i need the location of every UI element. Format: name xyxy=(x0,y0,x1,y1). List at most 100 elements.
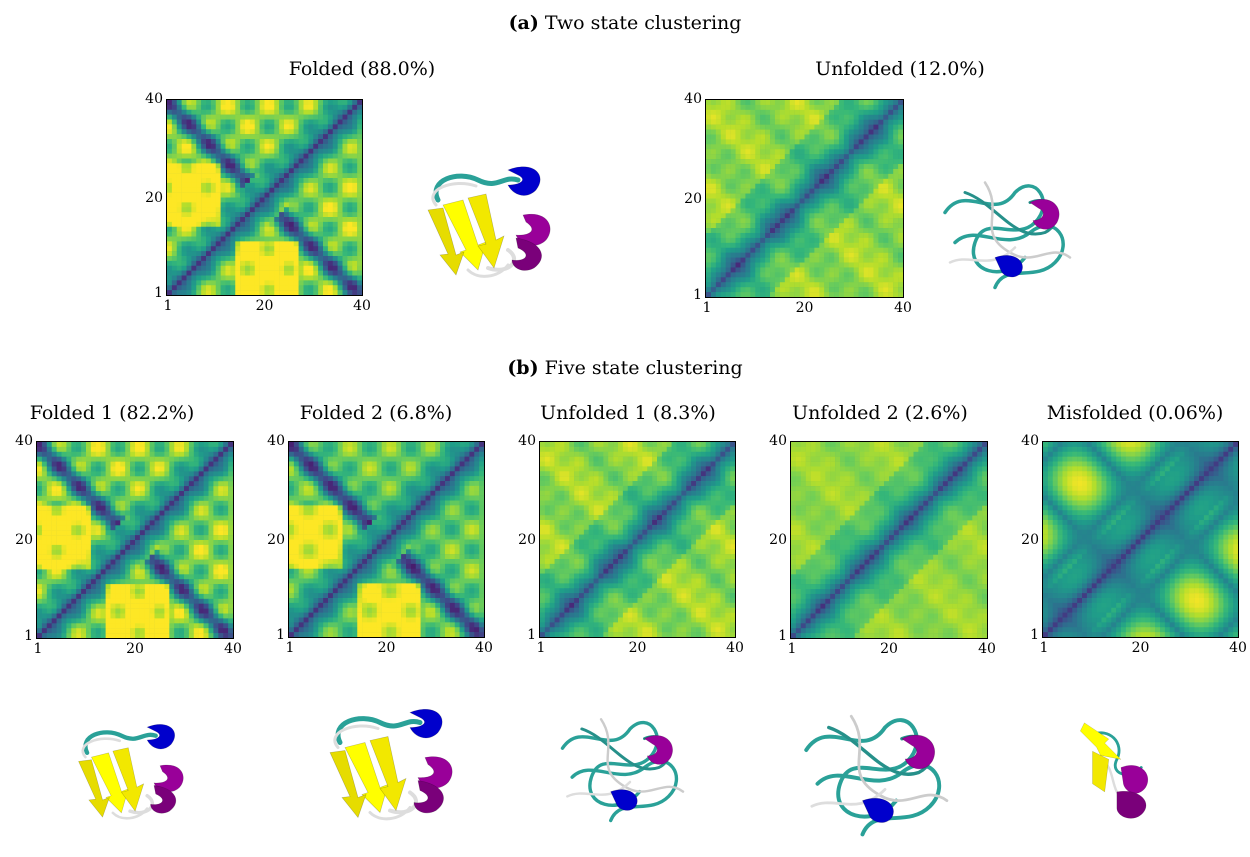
heatmap-cell xyxy=(298,143,304,149)
heatmap-cell xyxy=(293,207,299,213)
heatmap-cell xyxy=(284,251,290,257)
heatmap-cell xyxy=(337,270,343,276)
heatmap-cell xyxy=(809,252,815,258)
heatmap-cell xyxy=(223,476,229,482)
heatmap-cell xyxy=(303,148,309,154)
heatmap-cell xyxy=(240,265,246,271)
heatmap-cell xyxy=(789,247,795,253)
heatmap-cell xyxy=(720,218,726,224)
heatmap-cell xyxy=(401,446,407,452)
heatmap-cell xyxy=(125,461,131,467)
heatmap-cell xyxy=(51,461,57,467)
heatmap-cell xyxy=(139,540,146,546)
heatmap-cell xyxy=(46,569,52,575)
heatmap-cell xyxy=(789,124,795,130)
heatmap-cell xyxy=(735,139,741,145)
heatmap-cell xyxy=(196,163,202,169)
heatmap-cell xyxy=(352,202,358,208)
heatmap-cell xyxy=(883,228,889,234)
heatmap-cell xyxy=(308,104,314,110)
heatmap-cell xyxy=(750,237,756,244)
heatmap-cell xyxy=(342,158,348,164)
heatmap-cell xyxy=(86,530,92,536)
heatmap-cell xyxy=(186,251,192,257)
heatmap-cell xyxy=(210,202,216,208)
heatmap-cell xyxy=(181,114,187,120)
heatmap-cell xyxy=(115,559,121,565)
heatmap-cell xyxy=(188,535,195,541)
heatmap-cell xyxy=(720,159,726,165)
heatmap-cell xyxy=(784,183,790,189)
heatmap-cell xyxy=(706,203,712,209)
heatmap-cell xyxy=(176,153,182,159)
heatmap-cell xyxy=(90,603,97,609)
heatmap-cell xyxy=(779,114,786,120)
heatmap-cell xyxy=(66,618,72,624)
heatmap-cell xyxy=(228,613,233,619)
heatmap-cell xyxy=(95,525,101,531)
heatmap-cell xyxy=(843,213,850,219)
heatmap-cell xyxy=(410,442,416,448)
heatmap-cell xyxy=(883,144,889,150)
heatmap-cell xyxy=(154,442,160,448)
heatmap-cell xyxy=(81,461,87,467)
heatmap-cell xyxy=(213,456,219,462)
heatmap-cell xyxy=(149,466,155,472)
heatmap-cell xyxy=(264,119,270,125)
heatmap-cell xyxy=(154,466,160,472)
heatmap-cell xyxy=(318,442,324,448)
heatmap-cell xyxy=(715,188,722,194)
heatmap-cell xyxy=(323,143,329,149)
heatmap-cell xyxy=(245,226,251,232)
heatmap-cell xyxy=(176,100,182,106)
heatmap-cell xyxy=(770,228,776,234)
heatmap-cell xyxy=(765,208,771,214)
heatmap-cell xyxy=(774,104,781,111)
heatmap-cell xyxy=(264,236,270,242)
heatmap-cell xyxy=(144,598,150,604)
heatmap-cell xyxy=(357,114,362,120)
heatmap-cell xyxy=(430,442,436,448)
heatmap-cell xyxy=(154,456,160,462)
heatmap-cell xyxy=(848,203,854,209)
heatmap-cell xyxy=(770,100,776,106)
heatmap-cell xyxy=(838,104,845,111)
heatmap-cell xyxy=(235,114,241,120)
heatmap-cell xyxy=(125,510,131,516)
heatmap-cell xyxy=(740,287,746,293)
heatmap-cell xyxy=(347,168,353,174)
heatmap-cell xyxy=(208,549,214,555)
heatmap-cell xyxy=(274,275,280,281)
heatmap-cell xyxy=(765,188,771,194)
heatmap-cell xyxy=(784,247,790,253)
heatmap-cell xyxy=(167,139,173,145)
heatmap-cell xyxy=(193,525,199,531)
heatmap-cell xyxy=(81,579,87,585)
heatmap-cell xyxy=(235,241,241,247)
heatmap-cell xyxy=(784,134,790,140)
heatmap-cell xyxy=(167,280,173,286)
heatmap-cell xyxy=(445,451,451,457)
heatmap-cell xyxy=(223,579,229,585)
heatmap-cell xyxy=(76,584,82,590)
heatmap-cell xyxy=(240,207,246,213)
heatmap-cell xyxy=(167,202,173,208)
heatmap-cell xyxy=(352,280,358,286)
heatmap-cell xyxy=(191,246,197,252)
heatmap-cell xyxy=(254,119,260,125)
heatmap-cell xyxy=(357,260,362,266)
heatmap-cell xyxy=(804,262,810,268)
heatmap-cell xyxy=(898,168,903,175)
heatmap-cell xyxy=(710,208,717,214)
heatmap-cell xyxy=(809,173,815,180)
heatmap-cell xyxy=(784,159,790,165)
heatmap-cell xyxy=(37,584,43,590)
heatmap-cell xyxy=(829,262,835,268)
heatmap-cell xyxy=(135,466,141,472)
heatmap-cell xyxy=(804,129,810,135)
heatmap-cell xyxy=(230,124,236,130)
heatmap-cell xyxy=(720,237,726,244)
heatmap-cell xyxy=(120,633,126,638)
heatmap-cell xyxy=(259,275,265,281)
heatmap-cell xyxy=(750,242,756,248)
